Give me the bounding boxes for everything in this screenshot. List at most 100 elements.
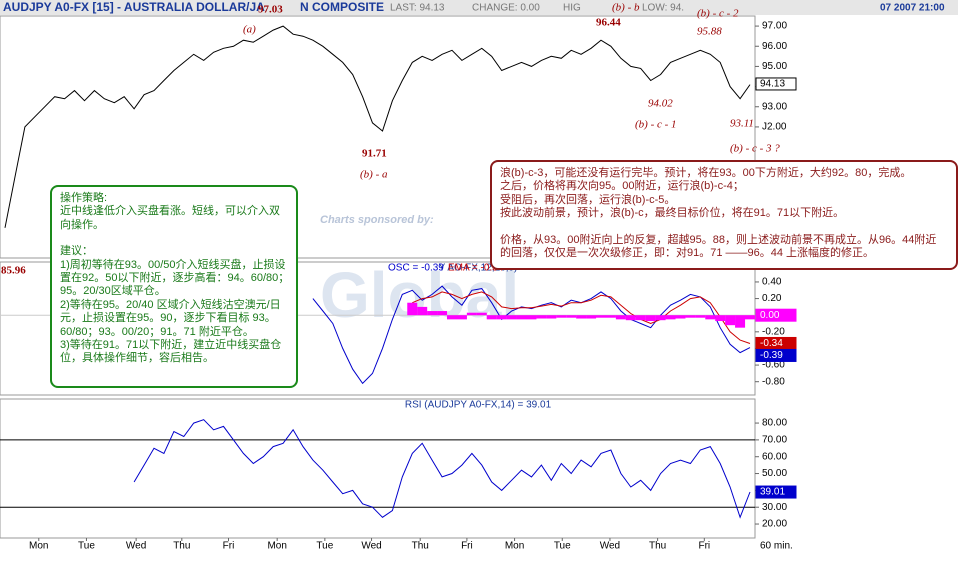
histogram-bar (466, 312, 477, 316)
value-box (755, 485, 797, 499)
x-tick-label: Mon (267, 541, 286, 552)
histogram-bar (407, 302, 418, 316)
x-tick-label: Wed (600, 541, 620, 552)
x-tick-label: Thu (412, 541, 429, 552)
text-line: 位，具体操作细节，容后相告。 (60, 352, 214, 365)
text-line: 按此波动前景，预计，浪(b)-c，最终目标价位，将在91。71以下附近。 (500, 207, 845, 220)
histogram-bar (655, 315, 666, 321)
header-change: CHANGE: 0.00 (472, 3, 540, 14)
histogram-bar (447, 315, 457, 320)
histogram-bar (685, 315, 696, 318)
histogram-bar (427, 311, 438, 316)
annotation: (b) - c - 2 (697, 8, 739, 20)
x-tick-label: Wed (361, 541, 381, 552)
panel-title: Y AO-FX,12,26,9) (439, 263, 518, 274)
histogram-bar (586, 315, 597, 319)
text-line: 3)等待在91。71以下附近，建立近中线买盘仓 (60, 339, 282, 352)
text-line: 近中线逢低介入买盘看涨。短线，可以介入双 (60, 205, 280, 218)
value-box-label: 0.00 (760, 310, 780, 321)
histogram-bar (526, 315, 537, 320)
annotation: 85.96 (1, 265, 26, 277)
annotation: (b) - c - 3 ? (730, 143, 780, 155)
x-tick-label: Tue (554, 541, 571, 552)
y-tick-label: 80.00 (762, 418, 787, 429)
panel-frame (0, 15, 756, 259)
histogram-bar (516, 315, 527, 320)
histogram-bar (645, 315, 656, 322)
y-tick-label: 93.00 (762, 101, 787, 112)
header-last: LAST: 94.13 (390, 3, 445, 14)
y-tick-label: 20.00 (762, 519, 787, 530)
annotation: (b) - c - 1 (635, 119, 677, 131)
histogram-bar (476, 312, 487, 316)
text-line: 元，止损设置在95。90，逐步下看目标 93。 (60, 312, 276, 325)
histogram-bar (635, 315, 646, 321)
histogram-bar (496, 315, 507, 320)
y-tick-label: 96.00 (762, 41, 787, 52)
header-title: N COMPOSITE (300, 0, 384, 14)
panel-frame (0, 261, 756, 396)
text-line: 浪(b)-c-3，可能还没有运行完毕。预计，将在93。00下方附近，大约92。8… (500, 167, 912, 179)
annotation: 94.02 (648, 98, 673, 110)
histogram-bar (596, 315, 606, 318)
x-tick-label: Thu (173, 541, 190, 552)
value-box (755, 348, 797, 362)
strategy-box: 操作策略: 近中线逢低介入买盘看涨。短线，可以介入双 向操作。 建议： 1)周初等待在9… (50, 185, 298, 388)
header-high: HIG (563, 3, 581, 14)
osc-label: OSC = -0.39 (388, 263, 444, 274)
y-tick-label: 0.40 (762, 277, 782, 288)
value-box-label: 39.01 (760, 487, 785, 498)
panel-frame (0, 398, 756, 539)
histogram-bar (735, 315, 746, 328)
text-line: 受阻后，再次回落，运行浪(b)-c-5。 (500, 193, 676, 206)
histogram-bar (486, 315, 497, 320)
histogram-bar (605, 315, 616, 318)
histogram-bar (705, 315, 716, 320)
x-tick-label: Fri (223, 541, 235, 552)
annotation: 95.88 (697, 26, 722, 38)
histogram-bar (456, 315, 467, 320)
y-tick-label: -0.20 (762, 326, 785, 337)
annotation: (b) - a (360, 169, 388, 181)
value-box-label: 94.13 (760, 79, 785, 90)
header-low: LOW: 94. (642, 3, 684, 14)
histogram-bar (665, 315, 676, 320)
x-axis-label: 60 min. (760, 541, 793, 552)
histogram-bar (745, 315, 755, 320)
text-line: 建议： (60, 245, 93, 258)
header-bar (0, 0, 958, 15)
ema-label: EMA = -0.34 (448, 263, 504, 274)
histogram-bar (695, 315, 706, 318)
header-date: 07 2007 21:00 (880, 3, 945, 14)
x-tick-label: Fri (698, 541, 710, 552)
x-tick-label: Tue (316, 541, 333, 552)
histogram-bar (437, 311, 448, 316)
histogram-bar (715, 315, 726, 322)
histogram-bar (615, 315, 626, 320)
y-tick-label: 30.00 (762, 502, 787, 513)
histogram-bar (566, 315, 577, 318)
value-box-label: -0.39 (760, 350, 783, 361)
text-line: 置在92。50以下附近，逐步高看：94。60/80； (60, 272, 290, 285)
histogram-bar (556, 315, 567, 318)
y-tick-label: 70.00 (762, 435, 787, 446)
series-line (4, 25, 751, 228)
x-tick-label: Mon (505, 541, 524, 552)
series-line (412, 291, 751, 344)
text-line: 之后，价格将再次向95。00附近，运行浪(b)-c-4； (500, 180, 744, 193)
sponsor: Charts sponsored by: (320, 214, 434, 226)
histogram-bar (536, 315, 547, 319)
series-line (312, 285, 751, 385)
text-line: 2)等待在95。20/40 区域介入短线沽空澳元/日 (60, 298, 281, 311)
y-tick-label: -0.60 (762, 360, 785, 371)
text-line: 95。20/30区域平仓。 (60, 285, 166, 298)
y-tick-label: 97.00 (762, 21, 787, 32)
histogram-bar (546, 315, 557, 319)
annotation: (a) (243, 24, 256, 36)
histogram-bar (675, 315, 686, 319)
y-tick-label: 95.00 (762, 61, 787, 72)
value-box (755, 308, 797, 322)
histogram-bar (625, 315, 636, 321)
